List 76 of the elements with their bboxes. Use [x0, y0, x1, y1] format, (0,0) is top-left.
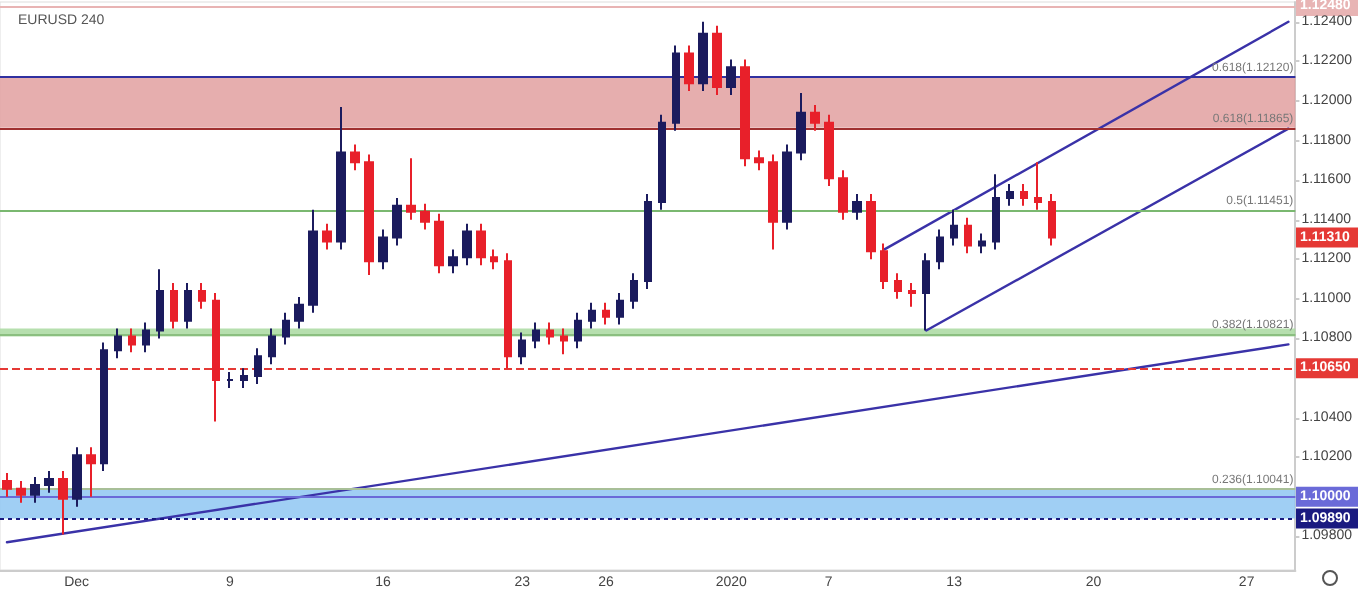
candlestick [406, 157, 416, 221]
candlestick [698, 20, 708, 93]
candlestick [198, 282, 206, 310]
candlestick [936, 228, 944, 271]
candlestick [796, 92, 806, 162]
candlestick [378, 228, 388, 271]
candlestick [294, 295, 304, 330]
candlestick [658, 113, 666, 211]
candlestick [964, 216, 972, 255]
candlestick [894, 272, 902, 300]
candlestick [462, 222, 472, 267]
candlestick [308, 208, 318, 314]
candlestick [644, 192, 652, 290]
candlestick [86, 446, 96, 498]
candlestick [518, 331, 526, 366]
candlestick [726, 58, 736, 97]
candlestick [364, 153, 374, 277]
candlestick [142, 321, 150, 354]
candlestick [672, 44, 680, 132]
candlestick [630, 272, 638, 310]
candlestick [448, 248, 458, 275]
candlestick [852, 192, 862, 221]
candlestick [922, 252, 930, 332]
candlestick [350, 143, 360, 172]
candlestick [254, 347, 262, 385]
candlestick [1006, 183, 1014, 207]
candlestick [268, 327, 276, 366]
candlestick [212, 291, 220, 423]
candlestick [740, 58, 750, 168]
candlestick [754, 149, 764, 172]
candlestick [810, 103, 820, 132]
candlestick [616, 291, 624, 326]
candlestick [490, 248, 498, 271]
candlestick [240, 367, 248, 389]
candlestick [712, 24, 722, 97]
candlestick [226, 371, 234, 389]
candlestick [588, 301, 596, 330]
candlestick [16, 479, 26, 504]
candlestick [336, 105, 346, 251]
candlestick [1034, 161, 1042, 211]
candlestick [156, 268, 164, 340]
candlestick [44, 470, 54, 494]
candlestick [100, 341, 108, 473]
candlestick [824, 113, 834, 188]
candlestick [30, 475, 40, 504]
candlestick [128, 327, 136, 354]
candlestick [768, 153, 778, 251]
candlestick [908, 282, 916, 308]
candlestick [546, 321, 554, 346]
candlestick [1048, 192, 1056, 247]
candlestick [602, 301, 610, 326]
candlestick [978, 232, 986, 255]
candlestick [532, 321, 540, 350]
candlestick [880, 242, 888, 290]
candlestick [476, 222, 486, 267]
candlestick [392, 196, 402, 247]
candlestick [2, 472, 12, 498]
candlestick [72, 446, 82, 508]
candlestick [170, 282, 178, 330]
candlestick [58, 470, 68, 536]
candlestick [1020, 183, 1028, 207]
candlestick [574, 311, 582, 350]
candlestick [838, 169, 848, 221]
candlestick [282, 311, 290, 346]
candlestick [950, 208, 958, 247]
candlestick [434, 212, 444, 275]
candlestick [114, 327, 122, 360]
candlestick [684, 44, 694, 93]
candlestick [420, 202, 430, 231]
candlestick [560, 327, 568, 356]
candlestick [504, 252, 512, 370]
candlestick [992, 173, 1000, 251]
candlestick [866, 192, 876, 261]
candlestick [782, 143, 792, 231]
candlestick [184, 282, 192, 330]
candlestick [322, 222, 332, 251]
